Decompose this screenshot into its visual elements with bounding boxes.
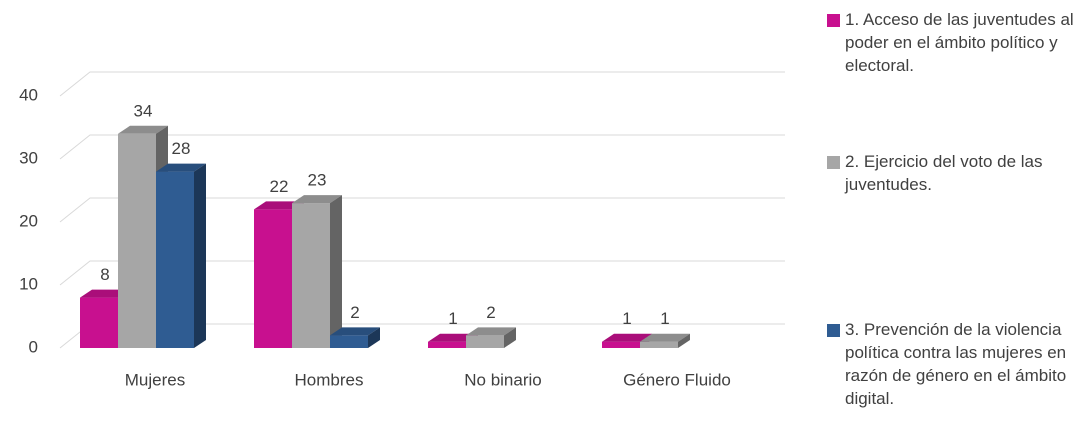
y-tick-label: 20 xyxy=(19,211,38,230)
legend-label: 3. Prevención de la violencia política c… xyxy=(845,320,1067,408)
legend-swatch xyxy=(827,14,840,27)
legend-item: 1. Acceso de las juventudes al poder en … xyxy=(827,8,1083,77)
bar xyxy=(640,333,690,348)
grid-line xyxy=(59,71,785,97)
data-label: 23 xyxy=(308,171,327,190)
legend-swatch xyxy=(827,324,840,337)
bar-top xyxy=(640,333,690,342)
chart: 0 10 20 30 40 Mujeres Hombres No binario Género … xyxy=(19,71,785,389)
bar-top xyxy=(80,289,130,298)
x-tick-label: Mujeres xyxy=(125,370,185,389)
bar-front xyxy=(80,297,118,348)
data-label: 2 xyxy=(350,303,359,322)
bar xyxy=(156,163,206,348)
legend-swatch xyxy=(827,156,840,169)
grid-line xyxy=(59,134,785,160)
bar-top xyxy=(602,333,652,342)
bar-top xyxy=(428,333,478,342)
bar-front xyxy=(602,341,640,348)
data-label: 34 xyxy=(134,101,153,120)
bar xyxy=(330,327,380,348)
bar-top xyxy=(330,327,380,336)
bar-front xyxy=(466,335,504,348)
bar-side xyxy=(678,333,690,348)
data-label: 2 xyxy=(486,303,495,322)
bar-front xyxy=(118,133,156,348)
bar-front xyxy=(292,203,330,348)
data-label: 1 xyxy=(622,309,631,328)
data-label: 8 xyxy=(100,265,109,284)
data-label: 22 xyxy=(270,177,289,196)
bar-front xyxy=(428,341,466,348)
bar xyxy=(466,327,516,348)
bar-top xyxy=(466,327,516,336)
y-tick-label: 30 xyxy=(19,148,38,167)
bar-side xyxy=(330,195,342,348)
bar-top xyxy=(292,195,342,204)
x-tick-label: Género Fluido xyxy=(623,370,731,389)
legend-label: 1. Acceso de las juventudes al poder en … xyxy=(845,10,1074,75)
bar-front xyxy=(254,209,292,348)
legend-item: 2. Ejercicio del voto de las juventudes. xyxy=(827,150,1083,196)
bar-side xyxy=(194,163,206,348)
bar-top xyxy=(254,201,304,210)
y-tick-label: 10 xyxy=(19,274,38,293)
bar-side xyxy=(504,327,516,348)
x-tick-label: Hombres xyxy=(295,370,364,389)
x-tick-label: No binario xyxy=(464,370,542,389)
bar-front xyxy=(640,341,678,348)
bar-front xyxy=(156,171,194,348)
y-tick-label: 40 xyxy=(19,85,38,104)
data-label: 1 xyxy=(660,309,669,328)
bar-side xyxy=(368,327,380,348)
y-tick-label: 0 xyxy=(29,337,38,356)
data-label: 28 xyxy=(172,139,191,158)
legend-label: 2. Ejercicio del voto de las juventudes. xyxy=(845,152,1043,194)
legend-item: 3. Prevención de la violencia política c… xyxy=(827,318,1083,410)
bar xyxy=(292,195,342,348)
grid-line xyxy=(59,197,785,223)
bar-top xyxy=(156,163,206,172)
bar-front xyxy=(330,335,368,348)
bar-top xyxy=(118,125,168,134)
grid-line xyxy=(59,260,785,286)
data-label: 1 xyxy=(448,309,457,328)
